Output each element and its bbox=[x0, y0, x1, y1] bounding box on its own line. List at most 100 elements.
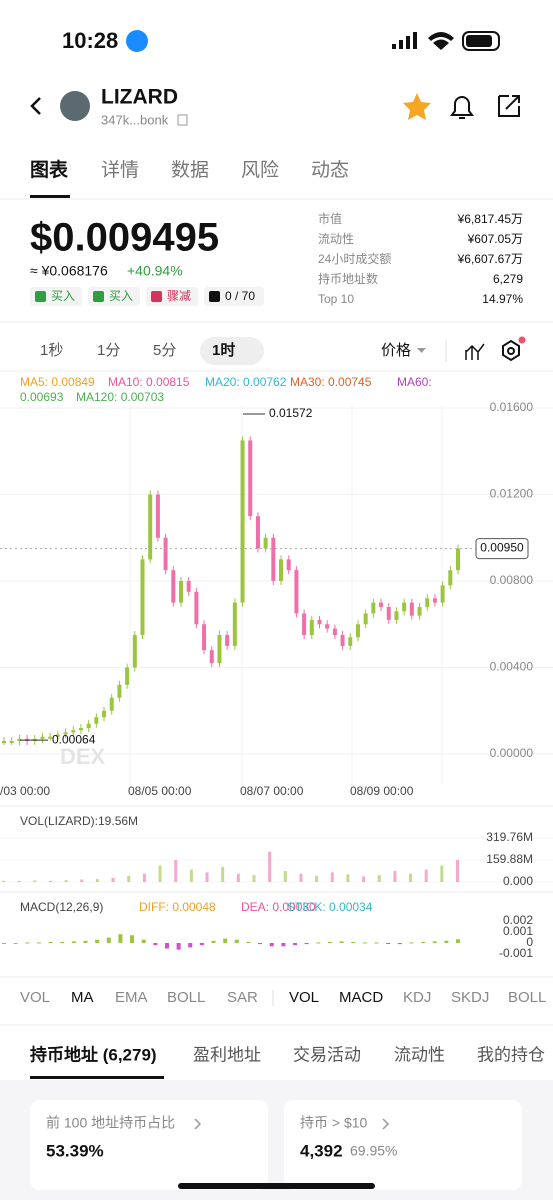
indicator-tab[interactable]: MA bbox=[71, 989, 94, 1006]
price: $0.009495 bbox=[30, 216, 219, 260]
timeframe[interactable]: 1分 bbox=[97, 342, 120, 359]
indicator-tab[interactable]: BOLL bbox=[508, 989, 546, 1006]
tab[interactable]: 动态 bbox=[311, 159, 349, 181]
candle bbox=[348, 637, 353, 646]
candle bbox=[425, 598, 430, 607]
stat-value: 14.97% bbox=[482, 292, 523, 306]
candle bbox=[155, 494, 160, 538]
candle bbox=[332, 628, 337, 636]
volume-bar bbox=[158, 865, 162, 882]
macd-bar bbox=[351, 941, 356, 943]
y-tick-label: 0.01600 bbox=[490, 400, 534, 414]
macd-bar bbox=[199, 943, 204, 946]
y-tick-label: 0.00400 bbox=[490, 660, 534, 674]
macd-bar bbox=[432, 941, 437, 943]
star-icon[interactable] bbox=[403, 93, 431, 120]
tab[interactable]: 风险 bbox=[241, 159, 279, 181]
candle bbox=[263, 537, 268, 549]
tab[interactable]: 图表 bbox=[30, 158, 69, 181]
copy-icon[interactable] bbox=[177, 114, 188, 126]
action-label: 买入 bbox=[51, 289, 75, 303]
candle bbox=[194, 591, 199, 625]
current-price-box bbox=[475, 538, 529, 560]
section-tab[interactable]: 流动性 bbox=[394, 1045, 445, 1064]
indicator-tab[interactable]: VOL bbox=[289, 989, 319, 1006]
tab[interactable]: 详情 bbox=[101, 159, 139, 181]
macd-bar bbox=[106, 937, 111, 943]
candle bbox=[55, 734, 60, 737]
macd-bar bbox=[339, 941, 344, 943]
volume-bar bbox=[80, 879, 84, 882]
tab[interactable]: 数据 bbox=[171, 159, 209, 181]
price-type[interactable]: 价格 bbox=[381, 342, 411, 359]
indicator-icon[interactable] bbox=[465, 343, 485, 360]
y-tick-label: 0.00800 bbox=[490, 573, 534, 587]
share-icon[interactable] bbox=[498, 95, 520, 117]
section-tab[interactable]: 持币地址 (6,279) bbox=[30, 1044, 157, 1064]
status-icons bbox=[392, 31, 500, 51]
macd-bar bbox=[362, 942, 367, 944]
volume-bar bbox=[409, 873, 413, 882]
indicator-tab[interactable]: MACD bbox=[339, 989, 383, 1006]
macd-bar bbox=[223, 938, 228, 943]
volume-bar bbox=[346, 874, 350, 882]
macd-bar bbox=[246, 941, 251, 943]
indicator-tab[interactable]: KDJ bbox=[403, 989, 431, 1006]
candle bbox=[325, 624, 330, 629]
macd-bar bbox=[444, 940, 449, 943]
y-tick-label: -0.001 bbox=[499, 946, 533, 960]
volume-bar bbox=[330, 872, 334, 882]
back-button[interactable] bbox=[30, 97, 41, 115]
card-title: 持币 > $10 bbox=[300, 1115, 368, 1131]
tab-underline bbox=[30, 195, 70, 198]
indicator-tab[interactable]: SAR bbox=[227, 989, 258, 1006]
candle bbox=[163, 537, 168, 571]
stat-label: 持币地址数 bbox=[318, 271, 378, 286]
macd-bar bbox=[269, 943, 274, 947]
candle bbox=[232, 602, 237, 646]
dropdown-icon bbox=[417, 348, 426, 353]
macd-bar bbox=[153, 943, 158, 946]
candle bbox=[440, 585, 445, 603]
y-tick-label: 0.00000 bbox=[490, 746, 534, 760]
indicator-tab[interactable]: SKDJ bbox=[451, 989, 489, 1006]
ma-legend: MA5: 0.00849 bbox=[20, 375, 95, 389]
card[interactable] bbox=[30, 1100, 268, 1190]
volume-bar bbox=[362, 876, 366, 882]
indicator-tab[interactable]: VOL bbox=[20, 989, 50, 1006]
macd-bar bbox=[293, 943, 298, 946]
candle bbox=[294, 570, 299, 614]
token-address[interactable]: 347k...bonk bbox=[101, 112, 169, 127]
volume-bar bbox=[189, 869, 193, 882]
ma-legend: MA10: 0.00815 bbox=[108, 375, 190, 389]
alert-icon[interactable] bbox=[450, 96, 474, 119]
action-label: 0 / 70 bbox=[225, 289, 255, 303]
macd-bar bbox=[327, 941, 332, 943]
section-tab[interactable]: 我的持仓 bbox=[477, 1045, 545, 1064]
candle bbox=[240, 440, 245, 603]
settings-icon[interactable] bbox=[502, 339, 520, 362]
x-tick-label: 08/07 00:00 bbox=[240, 784, 304, 798]
candle bbox=[417, 606, 422, 616]
section-tab[interactable]: 交易活动 bbox=[293, 1045, 361, 1064]
timeframe[interactable]: 5分 bbox=[153, 342, 176, 359]
section-tab[interactable]: 盈利地址 bbox=[193, 1045, 261, 1064]
candle bbox=[456, 548, 460, 571]
stat-label: 24小时成交额 bbox=[318, 251, 391, 266]
macd-bar bbox=[2, 943, 6, 944]
candle bbox=[132, 635, 137, 668]
macd-bar bbox=[316, 942, 321, 944]
watermark: DEX bbox=[60, 744, 106, 769]
macd-bar bbox=[48, 941, 53, 943]
indicator-tab[interactable]: EMA bbox=[115, 989, 148, 1006]
timeframe[interactable]: 1时 bbox=[212, 342, 235, 359]
card[interactable] bbox=[284, 1100, 522, 1190]
volume-bar bbox=[315, 875, 319, 882]
y-tick-label: 0 bbox=[526, 935, 533, 949]
volume-bar bbox=[142, 873, 146, 882]
candle bbox=[432, 598, 437, 603]
timeframe[interactable]: 1秒 bbox=[40, 342, 63, 359]
macd-bar bbox=[83, 940, 88, 943]
indicator-tab[interactable]: BOLL bbox=[167, 989, 205, 1006]
